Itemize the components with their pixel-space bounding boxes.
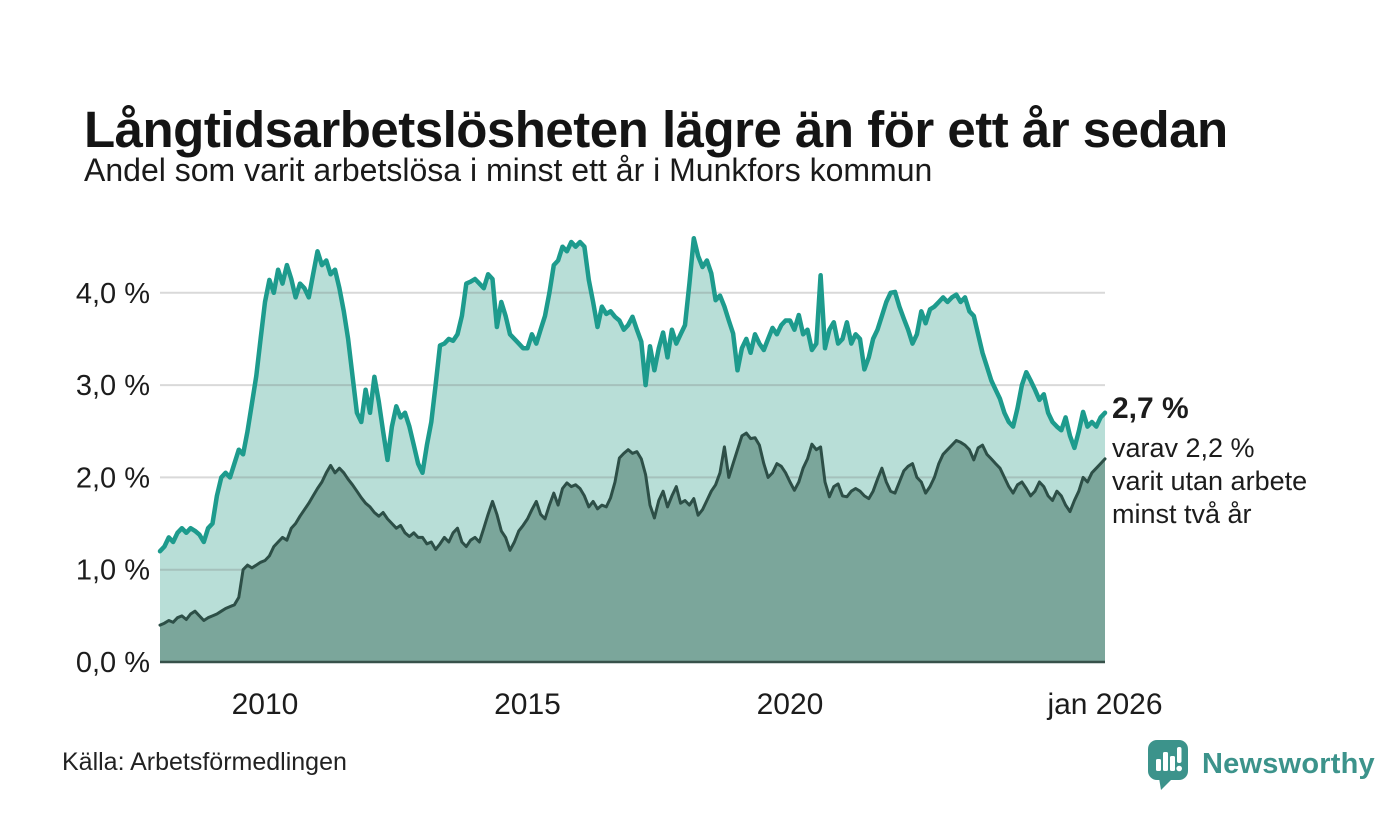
y-axis-tick-label: 2,0 % (76, 462, 150, 494)
latest-total-value: 2,7 % (1112, 392, 1189, 425)
x-axis-tick-label: 2020 (757, 688, 824, 721)
x-axis-tick-label: 2015 (494, 688, 561, 721)
annotation-line-1: varav 2,2 % (1112, 433, 1255, 463)
annotation-line-3: minst två år (1112, 499, 1252, 529)
y-axis-tick-label: 3,0 % (76, 370, 150, 402)
source-caption: Källa: Arbetsförmedlingen (62, 748, 347, 776)
chart-subtitle: Andel som varit arbetslösa i minst ett å… (84, 152, 933, 188)
x-axis-tick-label: 2010 (232, 688, 299, 721)
y-axis-tick-label: 1,0 % (76, 555, 150, 587)
annotation-line-2: varit utan arbete (1112, 466, 1308, 496)
latest-value-annotation: 2,7 % varav 2,2 % varit utan arbete mins… (1112, 392, 1372, 531)
newsworthy-wordmark: Newsworthy (1202, 747, 1375, 780)
y-axis-tick-label: 0,0 % (76, 647, 150, 679)
page-title: Långtidsarbetslösheten lägre än för ett … (84, 101, 1228, 159)
y-axis-tick-label: 4,0 % (76, 278, 150, 310)
newsworthy-logo-icon (1148, 740, 1188, 790)
newsworthy-logo: Newsworthy (1146, 738, 1375, 790)
x-axis-tick-label: jan 2026 (1046, 688, 1162, 721)
